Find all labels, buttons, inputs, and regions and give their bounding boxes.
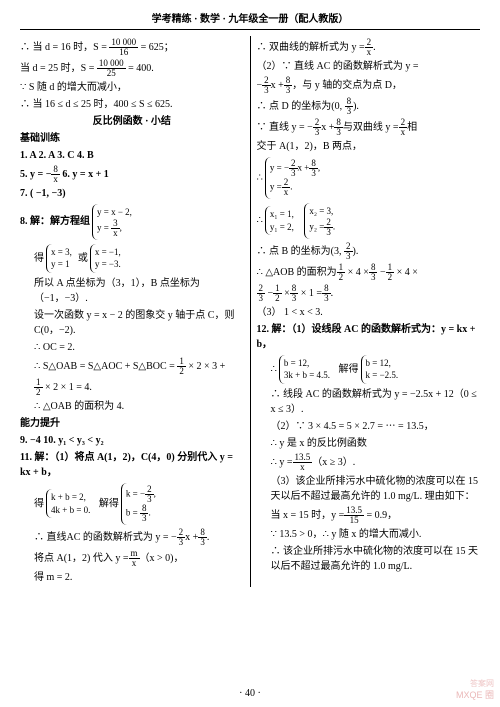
text-line: ∴ 当 d = 16 时，S = 10 00016 = 625；: [20, 38, 244, 57]
watermark: MXQE 圈: [456, 688, 494, 701]
text-line: ∴ 当 16 ≤ d ≤ 25 时，400 ≤ S ≤ 625.: [20, 97, 244, 112]
text-line: ∴ 点 D 的坐标为(0, 83).: [257, 97, 481, 116]
text-line: ∴y = −23x +83,y =2x.: [257, 156, 481, 200]
text-line: 12 × 2 × 1 = 4.: [20, 378, 244, 397]
answers: 1. A 2. A 3. C 4. B: [20, 148, 244, 163]
text-line: （3）该企业所排污水中硫化物的浓度可以在 15 天以后不超过最高允许的 1.0 …: [257, 474, 481, 504]
text-line: 当 x = 15 时，y =13.515 = 0.9，: [257, 506, 481, 525]
text-line: ∵ 13.5 > 0，∴ y 随 x 的增大而减小.: [257, 527, 481, 542]
left-column: ∴ 当 d = 16 时，S = 10 00016 = 625； 当 d = 2…: [14, 36, 251, 587]
answers: 9. −4 10. y₁ < y₃ < y₂: [20, 433, 244, 448]
text-line: ∵ 直线 y = −23x +83与双曲线 y =2x相: [257, 118, 481, 137]
text-line: 7. ( −1, −3): [20, 186, 244, 201]
text-line: ∴ 该企业所排污水中硫化物的浓度可以在 15 天以后不超过最高允许的 1.0 m…: [257, 544, 481, 574]
text-line: （2）∵ 3 × 4.5 = 5 × 2.7 = ⋯ = 13.5，: [257, 419, 481, 434]
text-line: 12. 解：（1）设线段 AC 的函数解析式为：y = kx + b，: [257, 322, 481, 352]
text-line: ∴ OC = 2.: [20, 340, 244, 355]
columns: ∴ 当 d = 16 时，S = 10 00016 = 625； 当 d = 2…: [0, 30, 500, 587]
text-line: 得x = 3,y = 1或x = −1,y = −3.: [20, 243, 244, 274]
text-line: 8. 解：解方程组y = x − 2,y = 3x,: [20, 203, 244, 241]
text-line: 得 m = 2.: [20, 570, 244, 585]
text-line: ∴ △OAB 的面积为 4.: [20, 399, 244, 414]
text-line: 当 d = 25 时，S = 10 00025 = 400.: [20, 59, 244, 78]
text-line: 23 −12 ×83 × 1 =83.: [257, 284, 481, 303]
text-line: 将点 A(1，2) 代入 y =mx（x > 0)，: [20, 549, 244, 568]
text-line: 11. 解：（1）将点 A(1，2)，C(4，0) 分别代入 y = kx + …: [20, 450, 244, 480]
text-line: ∴ 点 B 的坐标为(3, 23).: [257, 242, 481, 261]
text-line: 得k + b = 2,4k + b = 0. 解得k = −23,b = 83.: [20, 482, 244, 526]
page-number: · 40 ·: [0, 688, 500, 699]
subsection: 基础训练: [20, 131, 244, 146]
text-line: 交于 A(1，2)，B 两点，: [257, 139, 481, 154]
text-line: ∵ S 随 d 的增大而减小，: [20, 80, 244, 95]
text-line: （3） 1 < x < 3.: [257, 305, 481, 320]
text-line: ∴ y 是 x 的反比例函数: [257, 436, 481, 451]
text-line: ∴ △AOB 的面积为12 × 4 ×83 −12 × 4 ×: [257, 263, 481, 282]
text-line: ∴ S△OAB = S△AOC + S△BOC = 12 × 2 × 3 +: [20, 357, 244, 376]
text-line: ∴ 直线AC 的函数解析式为 y = −23x +83.: [20, 528, 244, 547]
text-line: ∴x₁ = 1,y₁ = 2, x₂ = 3,y₂ =23.: [257, 202, 481, 240]
text-line: ∴b = 12,3k + b = 4.5. 解得b = 12,k = −2.5.: [257, 354, 481, 385]
right-column: ∴ 双曲线的解析式为 y =2x. （2）∵ 直线 AC 的函数解析式为 y =…: [251, 36, 487, 587]
subsection: 能力提升: [20, 416, 244, 431]
section-title: 反比例函数 · 小结: [20, 114, 244, 129]
text-line: 设一次函数 y = x − 2 的图象交 y 轴于点 C，则 C(0，−2).: [20, 308, 244, 338]
text-line: 5. y = −8x 6. y = x + 1: [20, 165, 244, 184]
text-line: −23x +83，与 y 轴的交点为点 D，: [257, 76, 481, 95]
text-line: ∴ 线段 AC 的函数解析式为 y = −2.5x + 12（0 ≤ x ≤ 3…: [257, 387, 481, 417]
page-header: 学考精练 · 数学 · 九年级全一册（配人教版）: [20, 0, 480, 30]
text-line: ∴ y =13.5x（x ≥ 3）.: [257, 453, 481, 472]
text-line: （2）∵ 直线 AC 的函数解析式为 y =: [257, 59, 481, 74]
text-line: 所以 A 点坐标为（3，1），B 点坐标为（−1，−3）.: [20, 276, 244, 306]
text-line: ∴ 双曲线的解析式为 y =2x.: [257, 38, 481, 57]
